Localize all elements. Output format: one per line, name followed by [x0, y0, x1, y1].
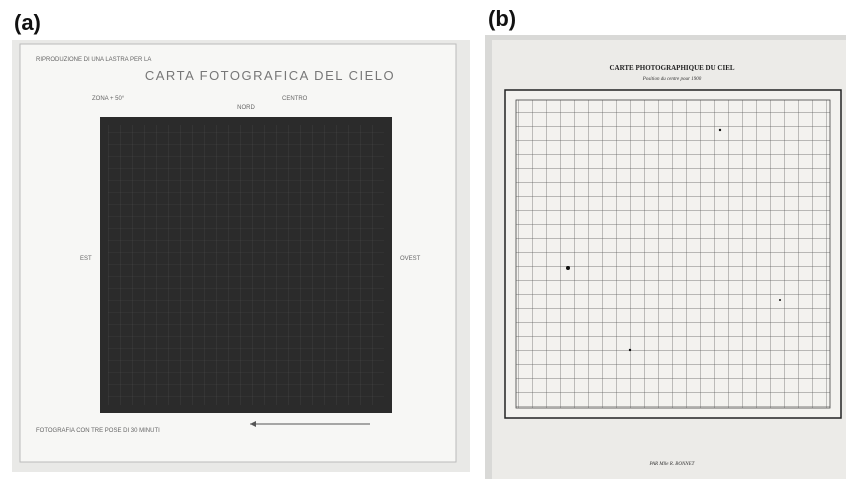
star — [628, 348, 632, 352]
zone: ZONA + 50° — [92, 96, 125, 102]
footer: FOTOGRAFIA CON TRE POSE DI 30 MINUTI — [36, 428, 160, 434]
north: NORD — [237, 105, 255, 111]
panel-label: (a) — [14, 10, 41, 35]
header: RIPRODUZIONE DI UNA LASTRA PER LA — [36, 57, 151, 63]
star — [718, 128, 722, 132]
title: CARTE PHOTOGRAPHIQUE DU CIEL — [609, 64, 734, 72]
center: CENTRO — [282, 96, 308, 102]
west: OVEST — [400, 256, 421, 262]
title: CARTA FOTOGRAFICA DEL CIELO — [145, 68, 395, 83]
arrow-head — [250, 421, 256, 427]
chart-grid — [515, 99, 831, 409]
star — [779, 299, 781, 301]
star — [566, 266, 570, 270]
east: EST — [80, 256, 92, 262]
subtitle: Position du centre pour 1900 — [642, 77, 702, 82]
plate-grid — [108, 125, 384, 405]
panel-label: (b) — [488, 6, 516, 31]
author: PAR Mlle R. BONNET — [649, 462, 696, 467]
